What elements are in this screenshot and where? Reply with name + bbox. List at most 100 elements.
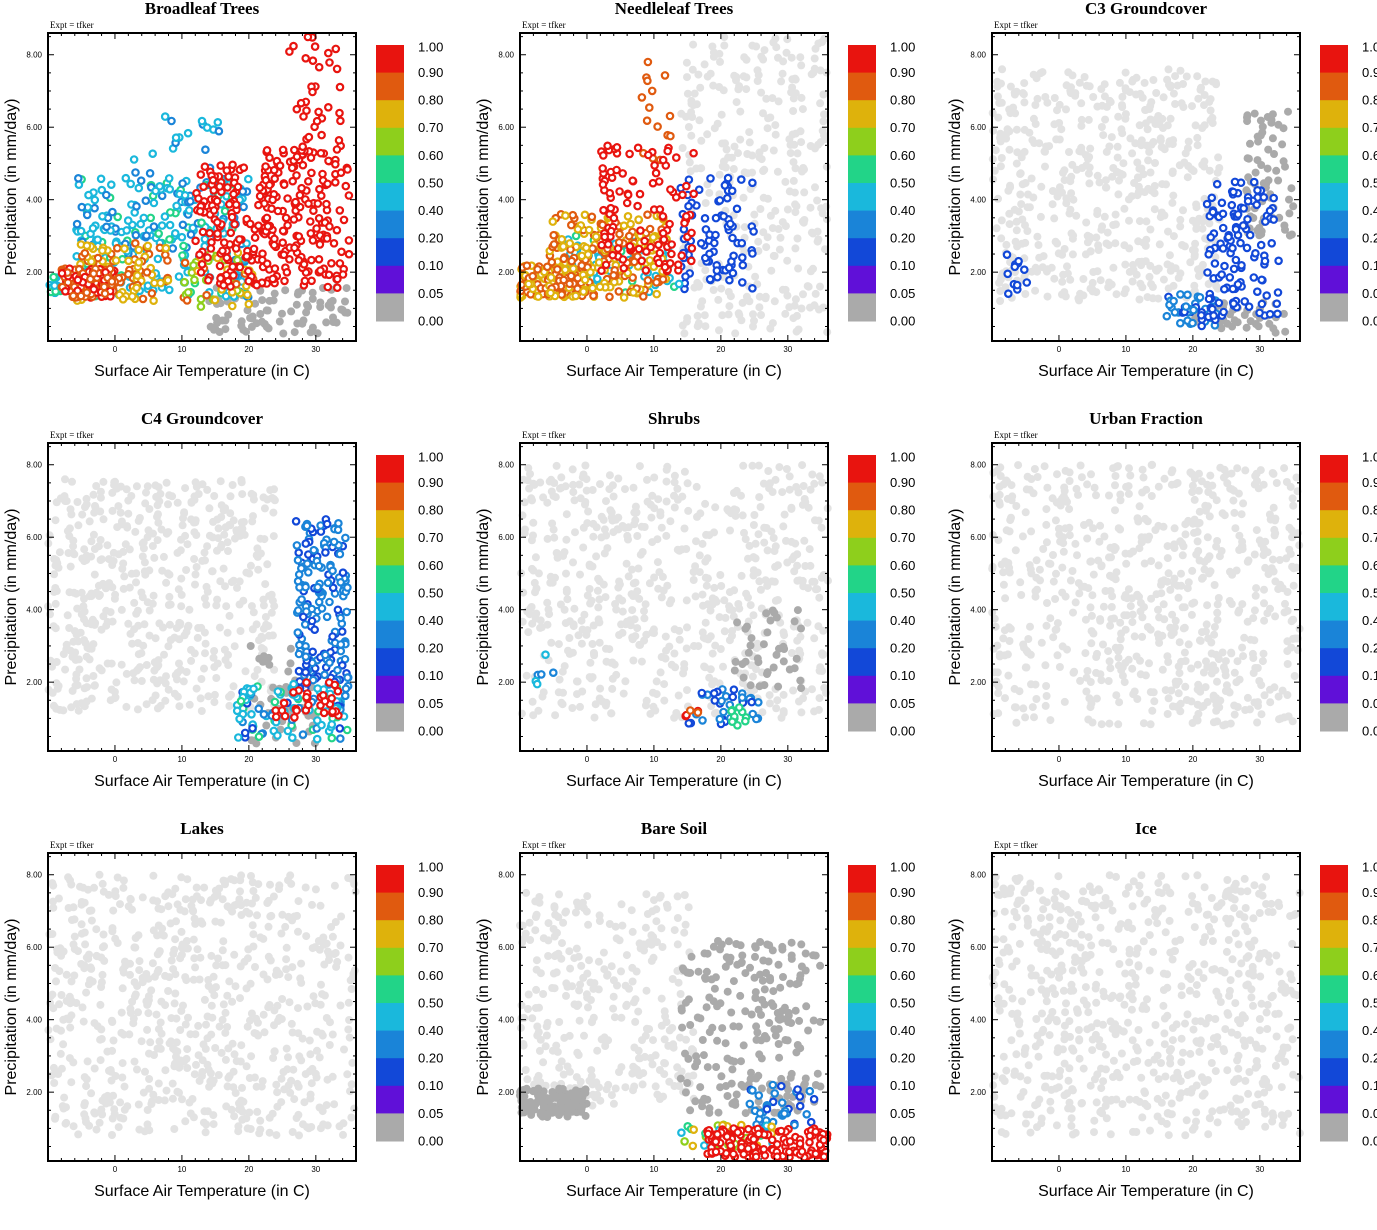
data-point [1177, 67, 1185, 75]
data-point [726, 265, 732, 271]
data-point [160, 553, 168, 561]
data-point [222, 602, 230, 610]
data-point [160, 651, 168, 659]
data-point [794, 235, 802, 243]
data-point [548, 274, 554, 280]
data-point [637, 227, 643, 233]
data-point [815, 517, 823, 525]
data-point [209, 518, 217, 526]
data-point [808, 685, 816, 693]
data-point [1275, 258, 1281, 264]
data-point [748, 634, 756, 642]
data-point [1167, 115, 1175, 123]
data-point [216, 624, 224, 632]
data-point [188, 231, 194, 237]
data-point [555, 688, 563, 696]
data-point [818, 524, 826, 532]
colorbar-swatch [376, 593, 404, 621]
data-point [1254, 289, 1260, 295]
data-point [204, 692, 212, 700]
data-point [675, 547, 683, 555]
data-point [1206, 251, 1212, 257]
data-point [806, 304, 814, 312]
data-point [1220, 211, 1226, 217]
data-point [749, 699, 755, 705]
data-point [1062, 194, 1070, 202]
data-point [322, 549, 328, 555]
data-point [200, 229, 206, 235]
data-point [63, 641, 71, 649]
data-point [568, 222, 574, 228]
data-point [716, 58, 724, 66]
data-point [201, 649, 209, 657]
data-point [193, 563, 201, 571]
data-point [1122, 69, 1130, 77]
data-point [1193, 72, 1201, 80]
data-point [800, 537, 808, 545]
data-point [686, 720, 692, 726]
data-point [335, 527, 341, 533]
data-point [820, 571, 828, 579]
data-point [137, 649, 145, 657]
data-point [198, 269, 204, 275]
data-point [197, 675, 205, 683]
data-point [581, 462, 589, 470]
data-point [331, 240, 337, 246]
data-point [1147, 98, 1155, 106]
data-point [249, 725, 255, 731]
data-point [85, 192, 91, 198]
y-tick-label: 6.00 [970, 123, 986, 132]
data-point [256, 706, 262, 712]
data-point [1240, 222, 1246, 228]
data-point [792, 130, 800, 138]
data-point [294, 288, 302, 296]
data-point [237, 476, 245, 484]
data-point [654, 585, 662, 593]
data-point [786, 472, 794, 480]
data-point [167, 222, 173, 228]
data-point [602, 593, 610, 601]
data-point [673, 154, 679, 160]
data-point [108, 561, 116, 569]
data-point [229, 214, 235, 220]
data-point [201, 549, 209, 557]
data-point [807, 142, 815, 150]
data-point [1056, 183, 1064, 191]
data-point [72, 675, 80, 683]
data-point [713, 598, 721, 606]
data-point [631, 259, 637, 265]
data-point [1126, 88, 1134, 96]
data-point [1198, 312, 1204, 318]
data-point [796, 53, 804, 61]
data-point [725, 310, 733, 318]
data-point [663, 466, 671, 474]
data-point [694, 642, 702, 650]
data-point [812, 45, 820, 53]
data-point [1147, 169, 1155, 177]
data-point [738, 660, 746, 668]
data-point [556, 485, 564, 493]
data-point [298, 320, 306, 328]
data-point [75, 175, 81, 181]
y-tick-label: 2.00 [26, 678, 42, 687]
colorbar-swatch [1320, 293, 1348, 321]
data-point [110, 549, 118, 557]
data-point [750, 511, 758, 519]
data-point [663, 498, 671, 506]
data-point [691, 562, 699, 570]
data-point [534, 266, 540, 272]
data-point [608, 685, 616, 693]
x-tick-label: 30 [311, 345, 320, 354]
x-tick-label: 20 [1188, 345, 1197, 354]
data-point [151, 658, 159, 666]
data-point [134, 272, 140, 278]
colorbar-label: 0.70 [418, 120, 443, 135]
data-point [163, 245, 169, 251]
data-point [794, 606, 802, 614]
data-point [132, 569, 140, 577]
data-point [1177, 320, 1183, 326]
data-point [1092, 234, 1100, 242]
data-point [85, 645, 93, 653]
data-point [754, 569, 762, 577]
data-point [691, 90, 699, 98]
